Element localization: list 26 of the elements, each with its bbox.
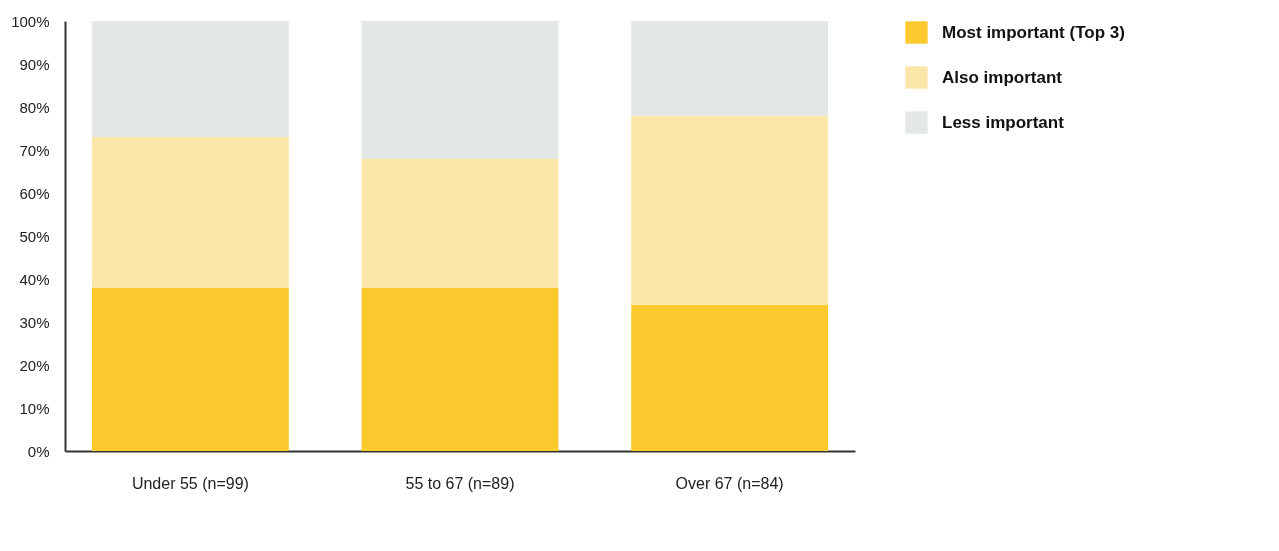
y-tick-label: 30% xyxy=(19,313,50,331)
y-tick-label: 80% xyxy=(19,98,50,116)
y-tick-label: 100% xyxy=(11,12,50,30)
bar xyxy=(91,137,289,288)
y-tick-label: 50% xyxy=(19,227,50,245)
bar xyxy=(361,158,559,288)
y-tick-label: 60% xyxy=(19,184,50,202)
bar xyxy=(631,21,829,116)
legend-label: Less important xyxy=(942,112,1065,132)
bar xyxy=(631,115,829,305)
x-tick-label: Under 55 (n=99) xyxy=(131,474,249,492)
bar xyxy=(91,287,289,451)
x-tick-label: Over 67 (n=84) xyxy=(675,474,784,492)
x-tick-label: 55 to 67 (n=89) xyxy=(405,474,515,492)
y-tick-label: 90% xyxy=(19,55,50,73)
y-tick-label: 20% xyxy=(19,356,50,374)
y-tick-label: 0% xyxy=(27,442,50,460)
y-tick-label: 40% xyxy=(19,270,50,288)
y-tick-label: 70% xyxy=(19,141,50,159)
bar xyxy=(91,21,289,138)
legend-label: Most important (Top 3) xyxy=(942,22,1125,42)
legend-label: Also important xyxy=(942,67,1063,87)
y-tick-label: 10% xyxy=(19,399,50,417)
bar xyxy=(361,287,559,451)
bar xyxy=(361,21,559,159)
bar xyxy=(631,304,829,451)
